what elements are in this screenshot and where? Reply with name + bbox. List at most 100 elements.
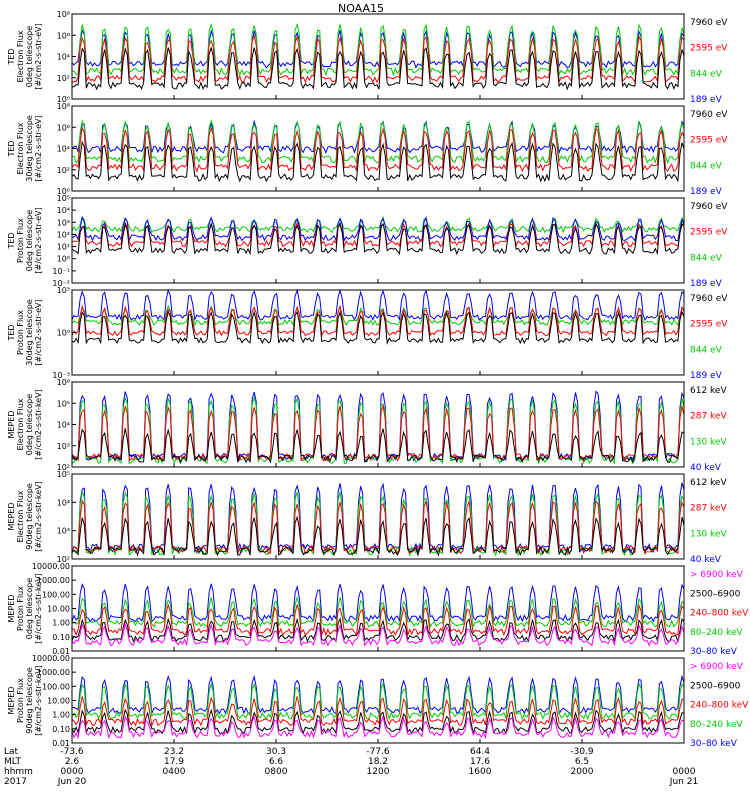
y-axis-label-line: Proton Flux — [16, 586, 25, 631]
x-tick-label-date: Jun 20 — [57, 777, 87, 787]
series-line-189-ev — [71, 28, 685, 69]
legend-entry: 80–240 keV — [690, 720, 743, 730]
y-axis-label-line: TED — [7, 324, 16, 341]
legend-entry: 189 eV — [690, 371, 723, 381]
y-tick-label: 10² — [57, 74, 70, 83]
legend-entry: 612 keV — [690, 478, 727, 488]
panel-4: 10⁻³ 10⁰ 10³ TEDProton Flux30deg telescope[… — [7, 286, 728, 381]
x-row-label: MLT — [4, 757, 22, 767]
y-axis-label-line: 0deg telescope — [25, 394, 34, 455]
series-line-287-kev — [71, 499, 685, 556]
y-axis-label-line: Proton Flux — [16, 218, 25, 263]
y-axis-label-line: 90deg telescope — [25, 667, 34, 734]
legend-entry: 189 eV — [690, 279, 723, 289]
x-tick-label-mlt: 17.9 — [164, 757, 184, 767]
y-tick-label: 10⁵ — [57, 399, 70, 408]
panel-3: 10⁻² 10⁻¹ 10⁰ 10¹ 10² 10³ 10⁴ 10⁵ TEDProton Flux… — [7, 194, 728, 289]
x-row-label: hhmm — [4, 767, 33, 777]
legend-entry: 844 eV — [690, 161, 723, 171]
series-line-844-ev — [71, 22, 685, 77]
y-tick-label: 10.00 — [47, 697, 70, 706]
y-tick-label: 10⁵ — [57, 194, 70, 203]
x-tick-label-hhmm: 0800 — [265, 767, 288, 777]
x-tick-label-mlt: 6.6 — [269, 757, 284, 767]
y-tick-label: 10⁴ — [57, 206, 70, 215]
y-tick-label: 1000.00 — [37, 576, 70, 585]
y-axis-label-line: Electron Flux — [16, 122, 25, 174]
y-tick-label: 10³ — [57, 442, 70, 451]
x-tick-label-hhmm: 0000 — [673, 767, 696, 777]
y-tick-label: 10² — [57, 555, 70, 564]
y-tick-label: 10000.00 — [32, 562, 70, 571]
x-tick-label-hhmm: 1600 — [469, 767, 492, 777]
y-tick-label: 10⁸ — [57, 10, 70, 19]
y-axis-label-line: Electron Flux — [16, 490, 25, 542]
y-tick-label: 0.10 — [52, 633, 70, 642]
x-row-label: Lat — [4, 747, 19, 757]
x-tick-label-mlt: 2.6 — [65, 757, 80, 767]
y-tick-label: 10000.00 — [32, 654, 70, 663]
series-line-80-240-kev — [71, 681, 685, 721]
legend-entry: 240–800 keV — [690, 609, 749, 619]
series-line-189-ev — [71, 288, 685, 322]
y-axis-label-line: MEPED — [7, 595, 16, 623]
series-line-844-ev — [71, 119, 685, 165]
y-tick-label: 1000.00 — [37, 668, 70, 677]
y-tick-label: 1.00 — [52, 711, 70, 720]
series-line-2500-6900 — [71, 617, 685, 644]
y-tick-label: 10⁰ — [57, 187, 70, 196]
x-tick-label-lat: 30.3 — [266, 747, 286, 757]
y-tick-label: 10⁶ — [57, 123, 70, 132]
y-tick-label: 0.01 — [52, 739, 70, 748]
y-tick-label: 10⁵ — [57, 470, 70, 479]
y-tick-label: 10⁴ — [57, 421, 70, 430]
y-axis-label-line: 30deg telescope — [25, 115, 34, 182]
y-tick-label: 1.00 — [52, 619, 70, 628]
y-axis-label-line: Electron Flux — [16, 30, 25, 82]
y-axis-label-line: 0deg telescope — [25, 26, 34, 87]
y-tick-label: 10⁰ — [57, 95, 70, 104]
legend-entry: 30–80 keV — [690, 739, 738, 749]
panel-2: 10⁰ 10² 10⁴ 10⁶ 10⁸ TEDElectron Flux30deg tel… — [7, 102, 728, 197]
legend-entry: 189 eV — [690, 187, 723, 197]
y-tick-label: 10⁸ — [57, 102, 70, 111]
y-axis-label: TEDProton Flux30deg telescope[#/cm2-s-st… — [7, 299, 43, 366]
x-row-label: 2017 — [4, 777, 27, 787]
y-axis-label: TEDElectron Flux0deg telescope[#/cm2-s-s… — [7, 23, 43, 89]
y-tick-label: 10.00 — [47, 605, 70, 614]
y-axis-label-line: [#/cm2-s-str-eV] — [34, 23, 43, 89]
x-tick-label-mlt: 17.6 — [470, 757, 490, 767]
legend-entry: 844 eV — [690, 69, 723, 79]
y-axis-label-line: [#/cm2-s-str-eV] — [34, 207, 43, 273]
y-axis-label-line: 90deg telescope — [25, 483, 34, 550]
legend-entry: 130 keV — [690, 437, 727, 447]
x-tick-label-mlt: 6.5 — [575, 757, 589, 767]
legend-entry: 7960 eV — [690, 110, 728, 120]
y-tick-label: 10³ — [57, 286, 70, 295]
legend-entry: 287 keV — [690, 504, 727, 514]
y-tick-label: 0.10 — [52, 725, 70, 734]
y-axis-label-line: [#/cm2-s-str-eV] — [34, 299, 43, 365]
y-axis-label-line: 0deg telescope — [25, 210, 34, 271]
series-line-2595-ev — [71, 126, 685, 173]
y-axis-label-line: Electron Flux — [16, 398, 25, 450]
y-tick-label: 100.00 — [42, 682, 70, 691]
series-line-2500-6900 — [71, 708, 685, 736]
y-tick-label: 10² — [57, 230, 70, 239]
x-tick-label-lat: 64.4 — [470, 747, 490, 757]
y-axis-label-line: TED — [7, 232, 16, 249]
series-line-30-80-kev — [72, 674, 685, 715]
series-line-7960-ev — [71, 46, 685, 91]
panel-8: 0.01 0.10 1.00 10.00 100.00 1000.00 10000.00 ME… — [7, 654, 749, 749]
panel-1: 10⁰ 10² 10⁴ 10⁶ 10⁸ TEDElectron Flux0deg tele… — [7, 10, 728, 105]
y-axis-label-line: TED — [7, 140, 16, 157]
series-line-7960-ev — [71, 221, 685, 256]
legend-entry: 287 keV — [690, 412, 727, 422]
legend-entry: > 6900 keV — [690, 570, 744, 580]
series-line-844-ev — [71, 304, 685, 327]
series-line-80-240-kev — [71, 595, 685, 629]
panel-6: 10² 10³ 10⁴ 10⁵ MEPEDElectron Flux90deg tele… — [7, 470, 727, 565]
y-axis-label-line: MEPED — [7, 503, 16, 531]
